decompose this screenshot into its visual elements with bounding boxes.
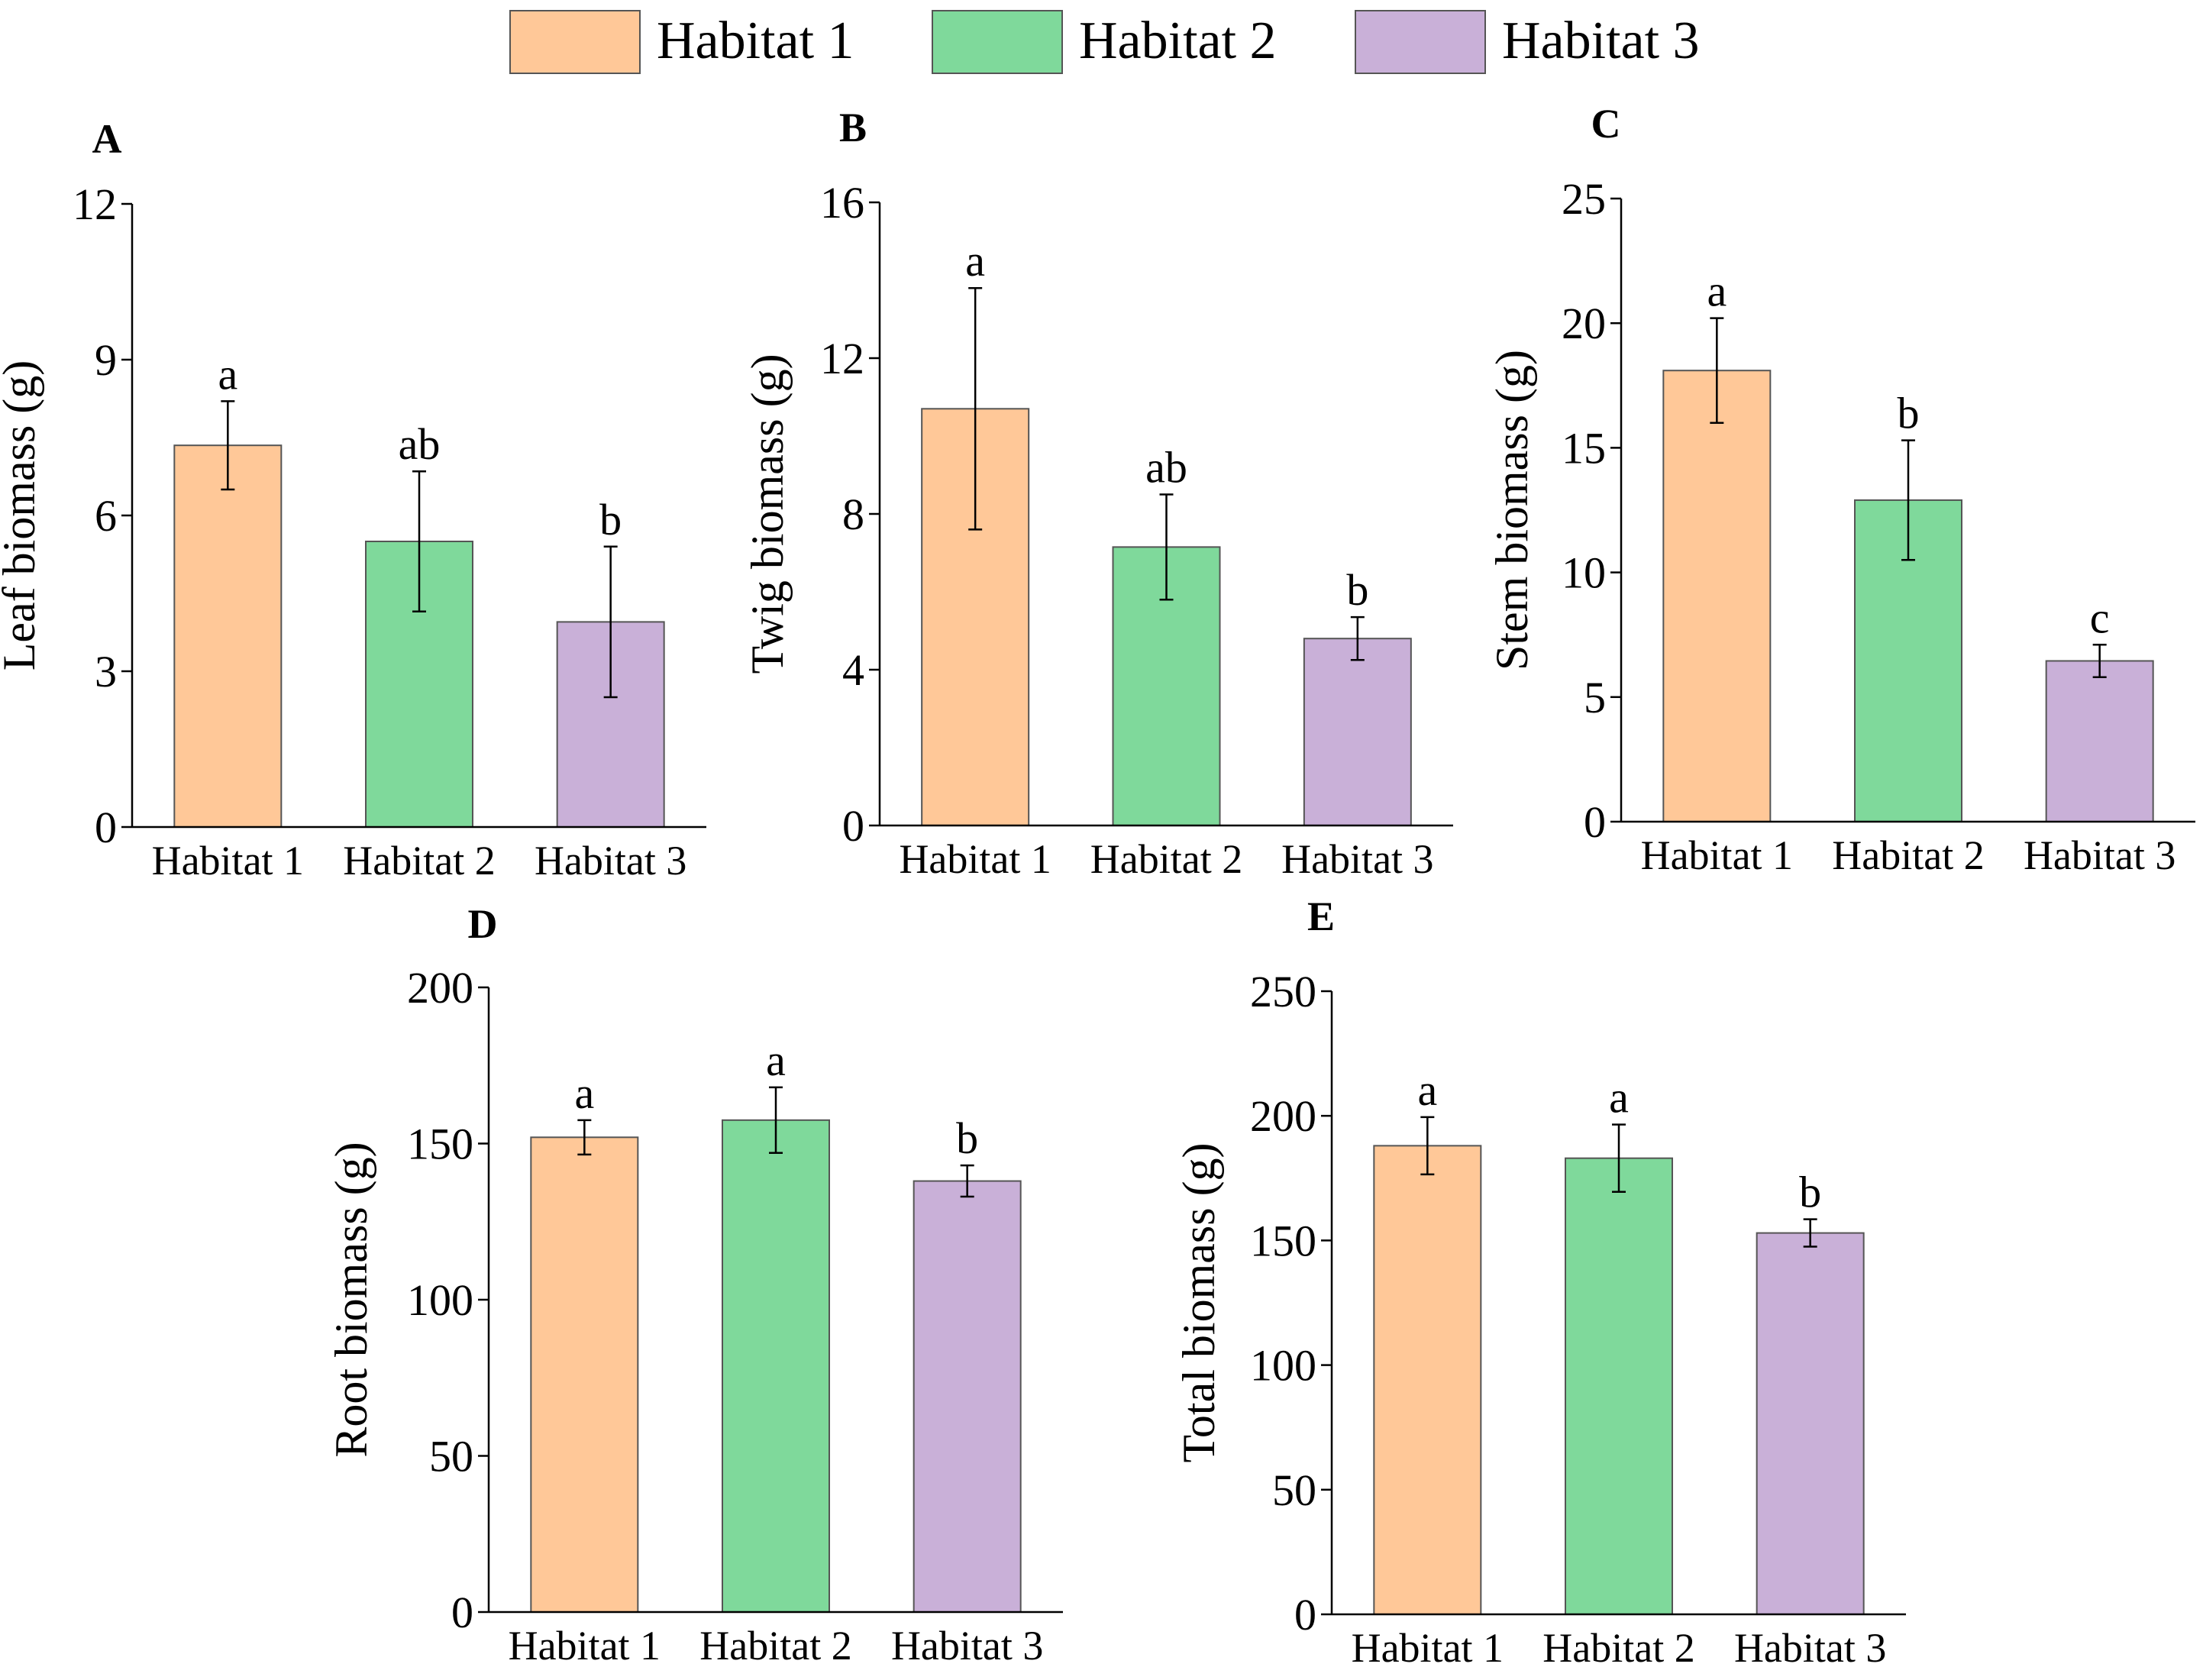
x-tick-label: Habitat 2 <box>1090 836 1242 882</box>
chart-panel-e: Ea Habitat 1 a Habitat 2 b Habitat 3 0 50 100 150… <box>1174 893 1906 1671</box>
x-tick-label: Habitat 1 <box>509 1623 661 1669</box>
chart-panel-d: Da Habitat 1 a Habitat 2 b Habitat 3 0 50 100 150… <box>326 901 1063 1669</box>
y-tick-label: 20 <box>1562 299 1606 348</box>
x-tick-label: Habitat 1 <box>1352 1625 1504 1671</box>
legend-swatch <box>1355 10 1486 74</box>
legend-label: Habitat 1 <box>657 11 854 70</box>
y-tick-label: 0 <box>95 803 117 852</box>
bar <box>2045 660 2154 822</box>
x-tick-label: Habitat 2 <box>699 1623 851 1669</box>
legend-item: Habitat 2 <box>932 10 1277 74</box>
y-tick-label: 0 <box>842 801 864 851</box>
legend-label: Habitat 3 <box>1502 11 1700 70</box>
significance-letter: a <box>1609 1073 1629 1123</box>
x-tick-label: Habitat 3 <box>891 1623 1043 1669</box>
significance-letter: a <box>1707 267 1727 316</box>
y-tick-label: 200 <box>407 963 473 1013</box>
significance-letter: a <box>1417 1065 1437 1115</box>
chart-panel-b: Ba Habitat 1 ab Habitat 2 b Habitat 3 0 4 8 12 16 T… <box>742 105 1453 882</box>
y-axis-title: Twig biomass (g) <box>742 354 793 674</box>
y-tick-label: 150 <box>407 1119 473 1169</box>
x-tick-label: Habitat 3 <box>2024 832 2176 878</box>
y-tick-label: 150 <box>1250 1216 1316 1265</box>
y-axis-title: Leaf biomass (g) <box>0 360 44 671</box>
bar <box>1565 1157 1673 1615</box>
y-tick-label: 25 <box>1562 174 1606 224</box>
significance-letter: ab <box>1145 443 1187 493</box>
y-tick-label: 16 <box>820 178 864 228</box>
x-tick-label: Habitat 3 <box>1734 1625 1886 1671</box>
significance-letter: b <box>1346 565 1368 615</box>
legend-swatch <box>509 10 641 74</box>
bar <box>1662 370 1772 822</box>
legend-item: Habitat 3 <box>1355 10 1700 74</box>
y-axis-title: Stem biomass (g) <box>1487 350 1537 670</box>
y-tick-label: 4 <box>842 645 864 695</box>
y-tick-label: 6 <box>95 491 117 541</box>
y-tick-label: 0 <box>1584 797 1606 847</box>
significance-letter: b <box>956 1113 978 1163</box>
chart-panel-c: Ca Habitat 1 b Habitat 2 c Habitat 3 0 5 10 15 20 2… <box>1487 101 2195 878</box>
chart-panel-a: Aa Habitat 1 ab Habitat 2 b Habitat 3 0 3 6 9 12 Le… <box>0 116 706 884</box>
legend-label: Habitat 2 <box>1079 11 1277 70</box>
legend-swatch <box>932 10 1063 74</box>
x-tick-label: Habitat 2 <box>1542 1625 1694 1671</box>
significance-letter: c <box>2090 593 2110 642</box>
significance-letter: ab <box>399 419 441 469</box>
y-tick-label: 0 <box>451 1588 473 1637</box>
significance-letter: b <box>1898 389 1920 438</box>
y-tick-label: 250 <box>1250 967 1316 1016</box>
y-tick-label: 12 <box>73 179 117 229</box>
bar <box>1756 1232 1865 1616</box>
y-tick-label: 12 <box>820 334 864 383</box>
x-tick-label: Habitat 1 <box>1641 832 1793 878</box>
significance-letter: a <box>574 1068 594 1118</box>
y-tick-label: 100 <box>407 1275 473 1325</box>
y-tick-label: 200 <box>1250 1091 1316 1141</box>
significance-letter: b <box>599 495 622 544</box>
y-tick-label: 10 <box>1562 548 1606 598</box>
x-tick-label: Habitat 1 <box>899 836 1051 882</box>
bar <box>1373 1145 1482 1616</box>
bar <box>913 1180 1022 1613</box>
bar <box>1303 638 1412 827</box>
y-tick-label: 3 <box>95 647 117 696</box>
x-tick-label: Habitat 2 <box>343 838 495 884</box>
significance-letter: b <box>1799 1168 1821 1217</box>
panel-letter: C <box>1591 101 1621 147</box>
x-tick-label: Habitat 2 <box>1832 832 1984 878</box>
y-tick-label: 8 <box>842 489 864 539</box>
x-tick-label: Habitat 3 <box>1281 836 1433 882</box>
panel-letter: D <box>468 901 498 947</box>
bar <box>173 444 283 828</box>
panel-letter: B <box>839 105 867 150</box>
panel-letter: A <box>92 116 122 162</box>
y-tick-label: 5 <box>1584 673 1606 722</box>
y-tick-label: 50 <box>429 1432 473 1481</box>
significance-letter: a <box>766 1035 786 1085</box>
legend: Habitat 1 Habitat 2 Habitat 3 <box>509 10 1700 74</box>
y-axis-title: Total biomass (g) <box>1174 1142 1224 1462</box>
bar <box>530 1136 639 1613</box>
bar <box>722 1119 830 1613</box>
significance-letter: a <box>965 236 985 286</box>
y-tick-label: 0 <box>1294 1590 1316 1640</box>
y-tick-label: 15 <box>1562 423 1606 473</box>
y-tick-label: 50 <box>1272 1465 1316 1515</box>
y-axis-title: Root biomass (g) <box>326 1142 376 1457</box>
y-tick-label: 100 <box>1250 1341 1316 1391</box>
y-tick-label: 9 <box>95 335 117 385</box>
significance-letter: a <box>218 349 237 399</box>
panel-letter: E <box>1307 893 1335 939</box>
x-tick-label: Habitat 1 <box>152 838 304 884</box>
legend-item: Habitat 1 <box>509 10 854 74</box>
x-tick-label: Habitat 3 <box>535 838 686 884</box>
